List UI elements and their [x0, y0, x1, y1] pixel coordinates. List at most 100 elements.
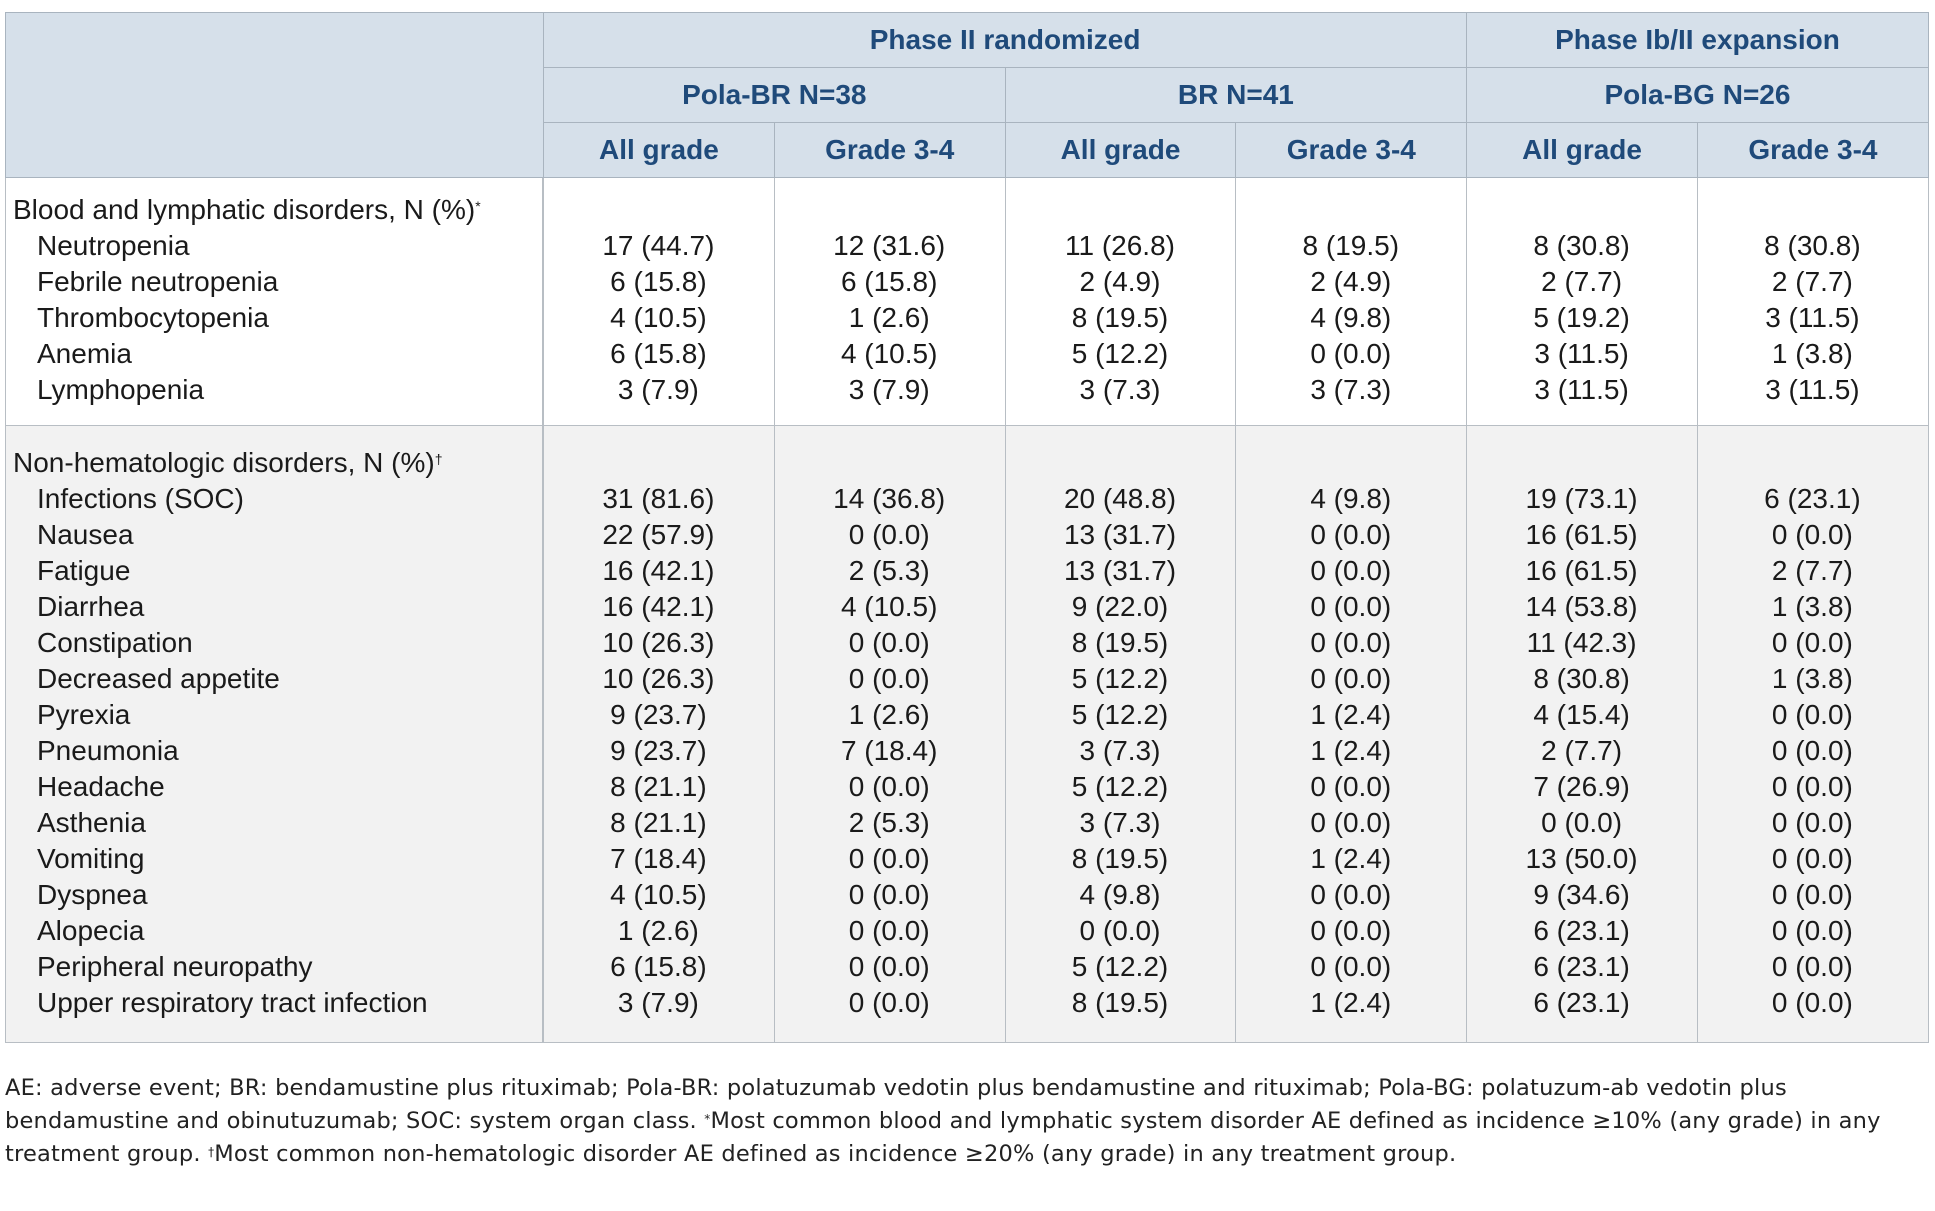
footnote-text: AE: adverse event; BR: bendamustine plus…: [5, 1075, 1787, 1134]
footnote: AE: adverse event; BR: bendamustine plus…: [5, 1072, 1930, 1171]
cell-value: 11 (26.8): [1064, 230, 1175, 261]
cell-value: 3 (7.9): [617, 374, 699, 405]
cell-value: 31 (81.6): [602, 483, 715, 514]
footnote-text: Most common blood and lymphatic system d…: [5, 1108, 1881, 1167]
row-label: Fatigue: [37, 555, 131, 586]
cell-value: 0 (0.0): [1310, 915, 1392, 946]
cell-value: 3 (11.5): [1765, 374, 1860, 405]
cell-value: 3 (11.5): [1534, 338, 1629, 369]
cell-value: 0 (0.0): [848, 627, 930, 658]
cell-value: 2 (5.3): [848, 807, 930, 838]
cell-value: 19 (73.1): [1525, 483, 1638, 514]
row-label: Headache: [37, 771, 165, 802]
section-label-column: [5, 178, 543, 426]
cell-value: 0 (0.0): [848, 843, 930, 874]
cell-value: 1 (3.8): [1771, 591, 1853, 622]
cell-value: 9 (22.0): [1071, 591, 1169, 622]
cell-value: 14 (53.8): [1525, 591, 1638, 622]
cell-value: 6 (15.8): [610, 338, 707, 369]
cell-value: 0 (0.0): [1771, 879, 1853, 910]
cell-value: 7 (18.4): [610, 843, 707, 874]
cell-value: 13 (31.7): [1063, 555, 1177, 586]
cell-value: 1 (3.8): [1771, 338, 1853, 369]
arm-header: Pola-BG N=26: [1466, 67, 1929, 123]
section-title-text: Blood and lymphatic disorders, N (%): [13, 194, 476, 225]
cell-value: 9 (23.7): [610, 699, 707, 730]
cell-value: 5 (19.2): [1533, 302, 1630, 333]
row-label: Peripheral neuropathy: [37, 951, 313, 982]
section-column: [1004, 178, 1237, 426]
cell-value: 8 (19.5): [1071, 627, 1169, 658]
cell-value: 1 (2.6): [617, 915, 699, 946]
cell-value: 0 (0.0): [848, 771, 930, 802]
cell-value: 9 (34.6): [1533, 879, 1630, 910]
cell-value: 0 (0.0): [848, 879, 930, 910]
row-label: Alopecia: [37, 915, 145, 946]
cell-value: 6 (15.8): [610, 951, 707, 982]
section-title-mark: *: [475, 198, 481, 214]
cell-value: 0 (0.0): [1079, 915, 1161, 946]
cell-value: 0 (0.0): [1310, 771, 1392, 802]
arm-header: BR N=41: [1004, 67, 1468, 123]
cell-value: 8 (21.1): [610, 771, 707, 802]
cell-value: 20 (48.8): [1063, 483, 1177, 514]
cell-value: 22 (57.9): [602, 519, 715, 550]
cell-value: 0 (0.0): [848, 519, 930, 550]
arm-header: Pola-BR N=38: [543, 67, 1006, 123]
grade-header: Grade 3-4: [773, 122, 1006, 178]
cell-value: 4 (9.8): [1310, 483, 1392, 514]
cell-value: 1 (2.6): [848, 699, 930, 730]
cell-value: 8 (19.5): [1071, 302, 1169, 333]
grade-header: All grade: [1466, 122, 1698, 178]
row-label: Lymphopenia: [37, 374, 205, 405]
cell-value: 0 (0.0): [1541, 807, 1623, 838]
cell-value: 16 (42.1): [602, 591, 715, 622]
cell-value: 7 (18.4): [840, 735, 938, 766]
row-label: Vomiting: [37, 843, 145, 874]
section-column: [543, 426, 775, 1043]
section-column: [1697, 178, 1929, 426]
cell-value: 8 (30.8): [1533, 663, 1630, 694]
section-title: Non-hematologic disorders, N (%)†: [13, 445, 443, 481]
cell-value: 9 (23.7): [610, 735, 707, 766]
section-title: Blood and lymphatic disorders, N (%)*: [13, 192, 481, 228]
cell-value: 0 (0.0): [1771, 915, 1853, 946]
cell-value: 10 (26.3): [602, 627, 715, 658]
section-column: [1235, 178, 1468, 426]
section-title-text: Non-hematologic disorders, N (%): [13, 447, 435, 478]
cell-value: 0 (0.0): [1771, 519, 1853, 550]
footnote-mark: *: [704, 1112, 711, 1126]
cell-value: 0 (0.0): [1771, 843, 1853, 874]
grade-header: Grade 3-4: [1697, 122, 1929, 178]
cell-value: 3 (11.5): [1534, 374, 1629, 405]
cell-value: 1 (2.4): [1310, 843, 1392, 874]
cell-value: 14 (36.8): [833, 483, 946, 514]
cell-value: 13 (50.0): [1525, 843, 1638, 874]
cell-value: 2 (7.7): [1771, 266, 1853, 297]
cell-value: 4 (9.8): [1310, 302, 1392, 333]
cell-value: 0 (0.0): [1310, 555, 1392, 586]
cell-value: 8 (19.5): [1302, 230, 1400, 261]
cell-value: 4 (15.4): [1533, 699, 1630, 730]
cell-value: 4 (9.8): [1079, 879, 1161, 910]
cell-value: 13 (31.7): [1063, 519, 1177, 550]
section-column: [543, 178, 775, 426]
row-label: Constipation: [37, 627, 193, 658]
section-column: [1004, 426, 1237, 1043]
row-label: Dyspnea: [37, 879, 148, 910]
grade-header: All grade: [543, 122, 775, 178]
cell-value: 3 (7.9): [617, 987, 699, 1018]
cell-value: 3 (7.3): [1079, 735, 1161, 766]
section-column: [773, 426, 1006, 1043]
row-label: Infections (SOC): [37, 483, 244, 514]
section-column: [773, 178, 1006, 426]
cell-value: 17 (44.7): [602, 230, 715, 261]
cell-value: 4 (10.5): [840, 591, 938, 622]
section-column: [1466, 426, 1698, 1043]
cell-value: 0 (0.0): [1310, 627, 1392, 658]
row-label: Thrombocytopenia: [37, 302, 269, 333]
cell-value: 0 (0.0): [1771, 951, 1853, 982]
cell-value: 16 (61.5): [1525, 519, 1638, 550]
cell-value: 8 (21.1): [610, 807, 707, 838]
